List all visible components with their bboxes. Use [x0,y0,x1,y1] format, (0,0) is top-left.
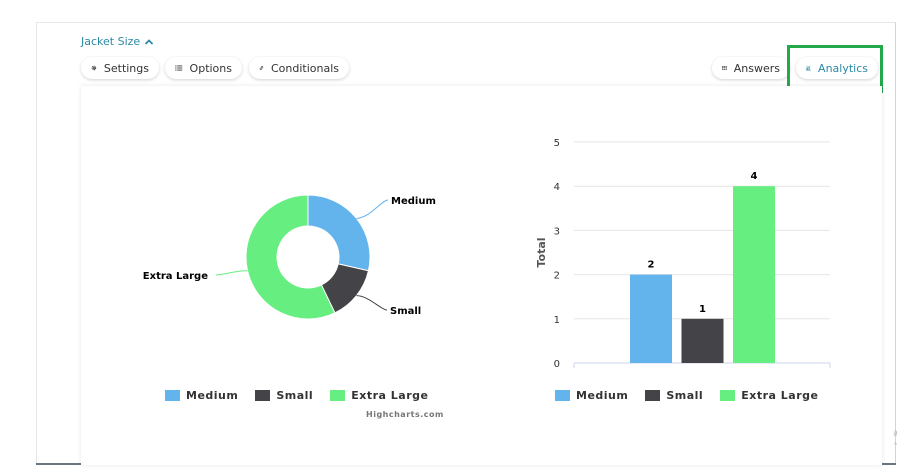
bar-data-label-medium: 2 [648,260,655,271]
settings-button[interactable]: Settings [81,57,159,79]
legend-swatch [645,390,661,401]
legend-swatch [330,390,346,401]
question-title: Jacket Size [81,35,141,48]
donut-legend-item-extra-large[interactable]: Extra Large [330,389,428,402]
table-icon [722,65,727,71]
legend-swatch [255,390,271,401]
highcharts-credit[interactable]: Highcharts.com [366,410,444,419]
donut-slice-medium [307,194,371,272]
donut-slice-extra-large [245,194,336,320]
donut-legend-item-medium[interactable]: Medium [165,389,238,402]
options-label: Options [189,61,232,75]
bar-y-tick-3: 3 [554,226,560,237]
donut-label-medium: Medium [391,196,436,207]
bar-y-axis-title: Total [535,237,548,267]
gear-icon [91,65,97,71]
donut-connector-medium [356,199,389,219]
question-title-toggle[interactable]: Jacket Size [81,35,154,48]
bar-y-tick-0: 0 [554,359,560,370]
donut-connector-extra-large [215,270,248,276]
donut-legend-item-small[interactable]: Small [255,389,313,402]
donut-legend[interactable]: Medium Small Extra Large [165,389,445,402]
link-icon [259,66,264,70]
donut-chart: Medium Small Extra Large [143,194,436,320]
conditionals-button[interactable]: Conditionals [249,57,349,79]
bar-legend-item-medium[interactable]: Medium [555,389,628,402]
analytics-chart-icon [806,65,811,71]
legend-label: Small [276,389,314,402]
legend-label: Medium [576,389,629,402]
legend-swatch [165,390,180,401]
chevron-up-icon [145,38,154,45]
donut-connector-small [356,295,388,311]
bar-chart: 0 1 2 3 4 5 Total 2 1 4 [535,138,831,370]
settings-label: Settings [103,61,149,75]
answers-label: Answers [733,61,780,75]
legend-swatch [720,390,736,401]
options-button[interactable]: Options [165,57,242,79]
bar-extra-large [733,186,775,363]
bar-y-tick-1: 1 [554,315,560,326]
legend-label: Extra Large [741,389,819,402]
donut-label-extra-large: Extra Large [143,271,208,282]
bar-data-label-extra-large: 4 [751,171,758,182]
bar-medium [630,274,672,363]
list-icon [175,65,183,71]
donut-label-small: Small [390,306,421,317]
analytics-panel: Medium Small Extra Large 0 1 2 3 4 5 Total 2 1 4 Me… [81,86,882,465]
legend-swatch [555,390,570,401]
bar-legend-item-extra-large[interactable]: Extra Large [720,389,818,402]
legend-label: Extra Large [351,389,429,402]
edge-fragment: ª ˄ [893,430,898,453]
conditionals-label: Conditionals [270,61,339,75]
bar-data-label-small: 1 [699,304,706,315]
bar-legend[interactable]: Medium Small Extra Large [555,389,835,402]
analytics-button[interactable]: Analytics [796,57,878,79]
legend-label: Small [666,389,704,402]
analytics-label: Analytics [818,61,868,75]
bar-y-tick-5: 5 [554,138,560,149]
legend-label: Medium [186,389,239,402]
bar-y-tick-2: 2 [554,271,560,282]
answers-button[interactable]: Answers [712,57,790,79]
bar-small [681,318,724,363]
bar-legend-item-small[interactable]: Small [645,389,703,402]
charts-canvas: Medium Small Extra Large 0 1 2 3 4 5 Total 2 1 4 [143,138,831,370]
bar-y-tick-4: 4 [554,182,560,193]
